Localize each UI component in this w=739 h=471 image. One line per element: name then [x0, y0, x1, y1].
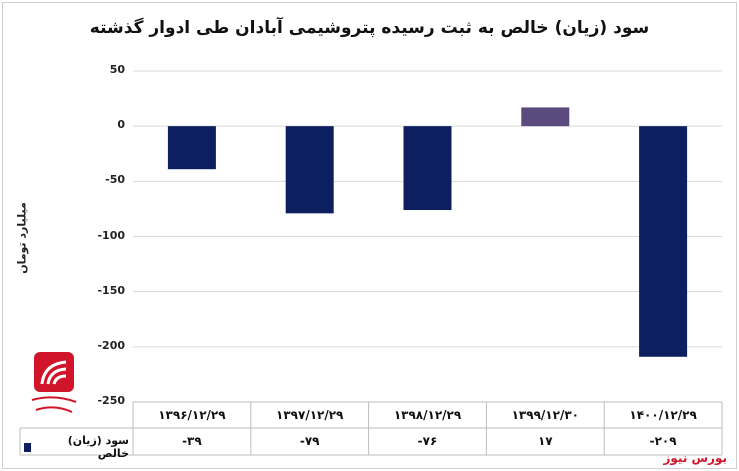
y-tick-label: -50 — [105, 173, 125, 187]
y-tick-label: 0 — [117, 118, 125, 132]
bar — [285, 126, 334, 214]
x-tick-label: ۱۴۰۰/۱۲/۲۹ — [629, 408, 697, 422]
watermark: بورس نیوز — [663, 451, 727, 465]
data-label: -۷۹ — [299, 434, 320, 448]
data-label: -۲۰۹ — [649, 434, 677, 448]
legend-entry: سود (زیان) خالص — [24, 434, 129, 460]
data-label: -۳۹ — [182, 434, 202, 448]
bourse-news-logo-icon — [28, 350, 80, 420]
bar — [403, 126, 452, 211]
y-tick-label: -250 — [97, 394, 125, 407]
chart-title: سود (زیان) خالص به ثبت رسیده پتروشیمی آب… — [89, 18, 650, 38]
bar — [167, 126, 216, 170]
data-label: -۷۶ — [417, 434, 438, 448]
legend-swatch-icon — [24, 442, 31, 452]
y-tick-label: -100 — [97, 228, 125, 242]
y-tick-label: 50 — [109, 63, 125, 76]
data-label: ۱۷ — [537, 434, 553, 448]
x-tick-label: ۱۳۹۹/۱۲/۳۰ — [511, 408, 579, 422]
y-tick-label: -200 — [97, 338, 125, 352]
bar — [639, 126, 688, 357]
x-tick-label: ۱۳۹۷/۱۲/۲۹ — [276, 408, 344, 422]
y-tick-label: -150 — [97, 283, 125, 297]
bar — [521, 107, 570, 127]
x-tick-label: ۱۳۹۶/۱۲/۲۹ — [158, 408, 226, 422]
x-tick-label: ۱۳۹۸/۱۲/۲۹ — [393, 408, 462, 422]
legend-label: سود (زیان) خالص — [67, 434, 129, 460]
